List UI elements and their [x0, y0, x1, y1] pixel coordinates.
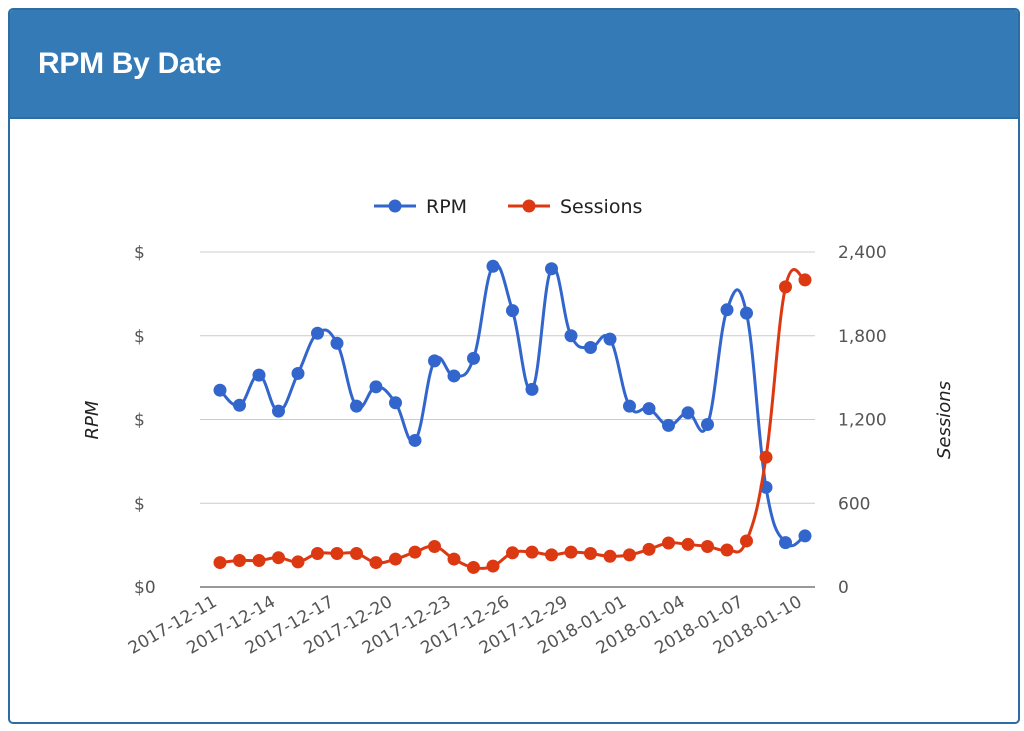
y-left-axis-title: RPM: [82, 400, 103, 439]
sessions-data-point: [506, 546, 519, 560]
y-left-tick-label: $: [134, 243, 145, 263]
rpm-data-point: [564, 329, 578, 343]
sessions-data-point: [408, 545, 422, 559]
sessions-data-point: [759, 450, 773, 464]
y-right-tick-label: 0: [838, 578, 849, 598]
rpm-data-point: [272, 404, 285, 418]
rpm-data-point: [350, 399, 363, 413]
sessions-data-point: [701, 540, 714, 554]
rpm-data-point: [486, 259, 500, 273]
rpm-data-point: [506, 304, 519, 318]
y-right-axis-title: Sessions: [934, 381, 955, 459]
sessions-data-point: [213, 556, 227, 570]
rpm-data-point: [623, 399, 636, 413]
rpm-data-point: [779, 536, 792, 550]
rpm-data-point: [525, 382, 539, 396]
panel-title: RPM By Date: [38, 46, 222, 80]
y-right-tick-label: 1,800: [838, 327, 887, 347]
sessions-data-point: [233, 553, 246, 567]
sessions-data-point: [545, 548, 558, 562]
rpm-data-point: [252, 368, 266, 382]
rpm-series-line: [218, 262, 806, 548]
rpm-data-point: [701, 418, 714, 432]
y-left-tick-label: $: [134, 494, 145, 514]
rpm-data-point: [291, 366, 305, 380]
rpm-data-point: [408, 433, 422, 447]
chart-panel: RPM By Date: [8, 8, 1020, 724]
sessions-data-point: [779, 280, 792, 294]
y-right-tick-label: 600: [838, 494, 870, 514]
sessions-data-point: [662, 536, 675, 550]
rpm-data-point: [369, 380, 383, 394]
rpm-data-point: [740, 306, 753, 320]
rpm-data-point: [447, 369, 461, 383]
rpm-data-point: [467, 351, 480, 365]
panel-header: RPM By Date: [10, 10, 1018, 119]
rpm-data-point: [545, 262, 558, 276]
sessions-data-point: [720, 543, 734, 557]
legend-sessions-label: Sessions: [560, 196, 642, 218]
sessions-data-point: [603, 549, 617, 563]
sessions-data-point: [369, 556, 383, 570]
sessions-data-point: [447, 552, 461, 566]
rpm-data-point: [213, 383, 227, 397]
sessions-data-point: [291, 555, 305, 569]
rpm-data-point: [720, 303, 734, 317]
y-right-tick-label: 1,200: [838, 411, 887, 431]
rpm-data-point: [798, 529, 812, 543]
sessions-data-point: [564, 545, 578, 559]
rpm-data-point: [233, 398, 246, 412]
sessions-data-point: [740, 534, 753, 548]
sessions-data-point: [798, 273, 812, 287]
legend-rpm-marker: [388, 199, 402, 213]
rpm-data-point: [584, 340, 597, 354]
sessions-data-point: [681, 537, 695, 551]
sessions-data-point: [642, 542, 656, 556]
sessions-data-point: [525, 545, 539, 559]
rpm-data-point: [662, 418, 675, 432]
rpm-data-point: [389, 396, 402, 410]
legend-sessions-marker: [522, 199, 536, 213]
y-left-tick-label: $: [134, 327, 145, 347]
sessions-data-point: [584, 547, 597, 560]
y-left-tick-label: $: [134, 411, 145, 431]
rpm-data-point: [681, 406, 695, 420]
y-left-tick-label: $0: [134, 578, 156, 598]
sessions-data-point: [330, 547, 344, 560]
rpm-data-point: [642, 402, 656, 416]
sessions-data-point: [486, 559, 500, 573]
rpm-data-point: [603, 332, 617, 346]
sessions-data-point: [252, 553, 266, 567]
sessions-data-point: [350, 547, 363, 560]
rpm-data-point: [428, 354, 441, 368]
sessions-data-point: [311, 547, 324, 560]
rpm-data-point: [330, 336, 344, 350]
sessions-data-point: [623, 548, 636, 562]
rpm-data-point: [311, 326, 324, 340]
sessions-data-point: [467, 560, 480, 574]
legend-rpm-label: RPM: [426, 196, 467, 218]
sessions-data-point: [428, 540, 441, 554]
sessions-data-point: [389, 552, 402, 566]
sessions-data-point: [272, 551, 285, 565]
y-right-tick-label: 2,400: [838, 243, 887, 263]
